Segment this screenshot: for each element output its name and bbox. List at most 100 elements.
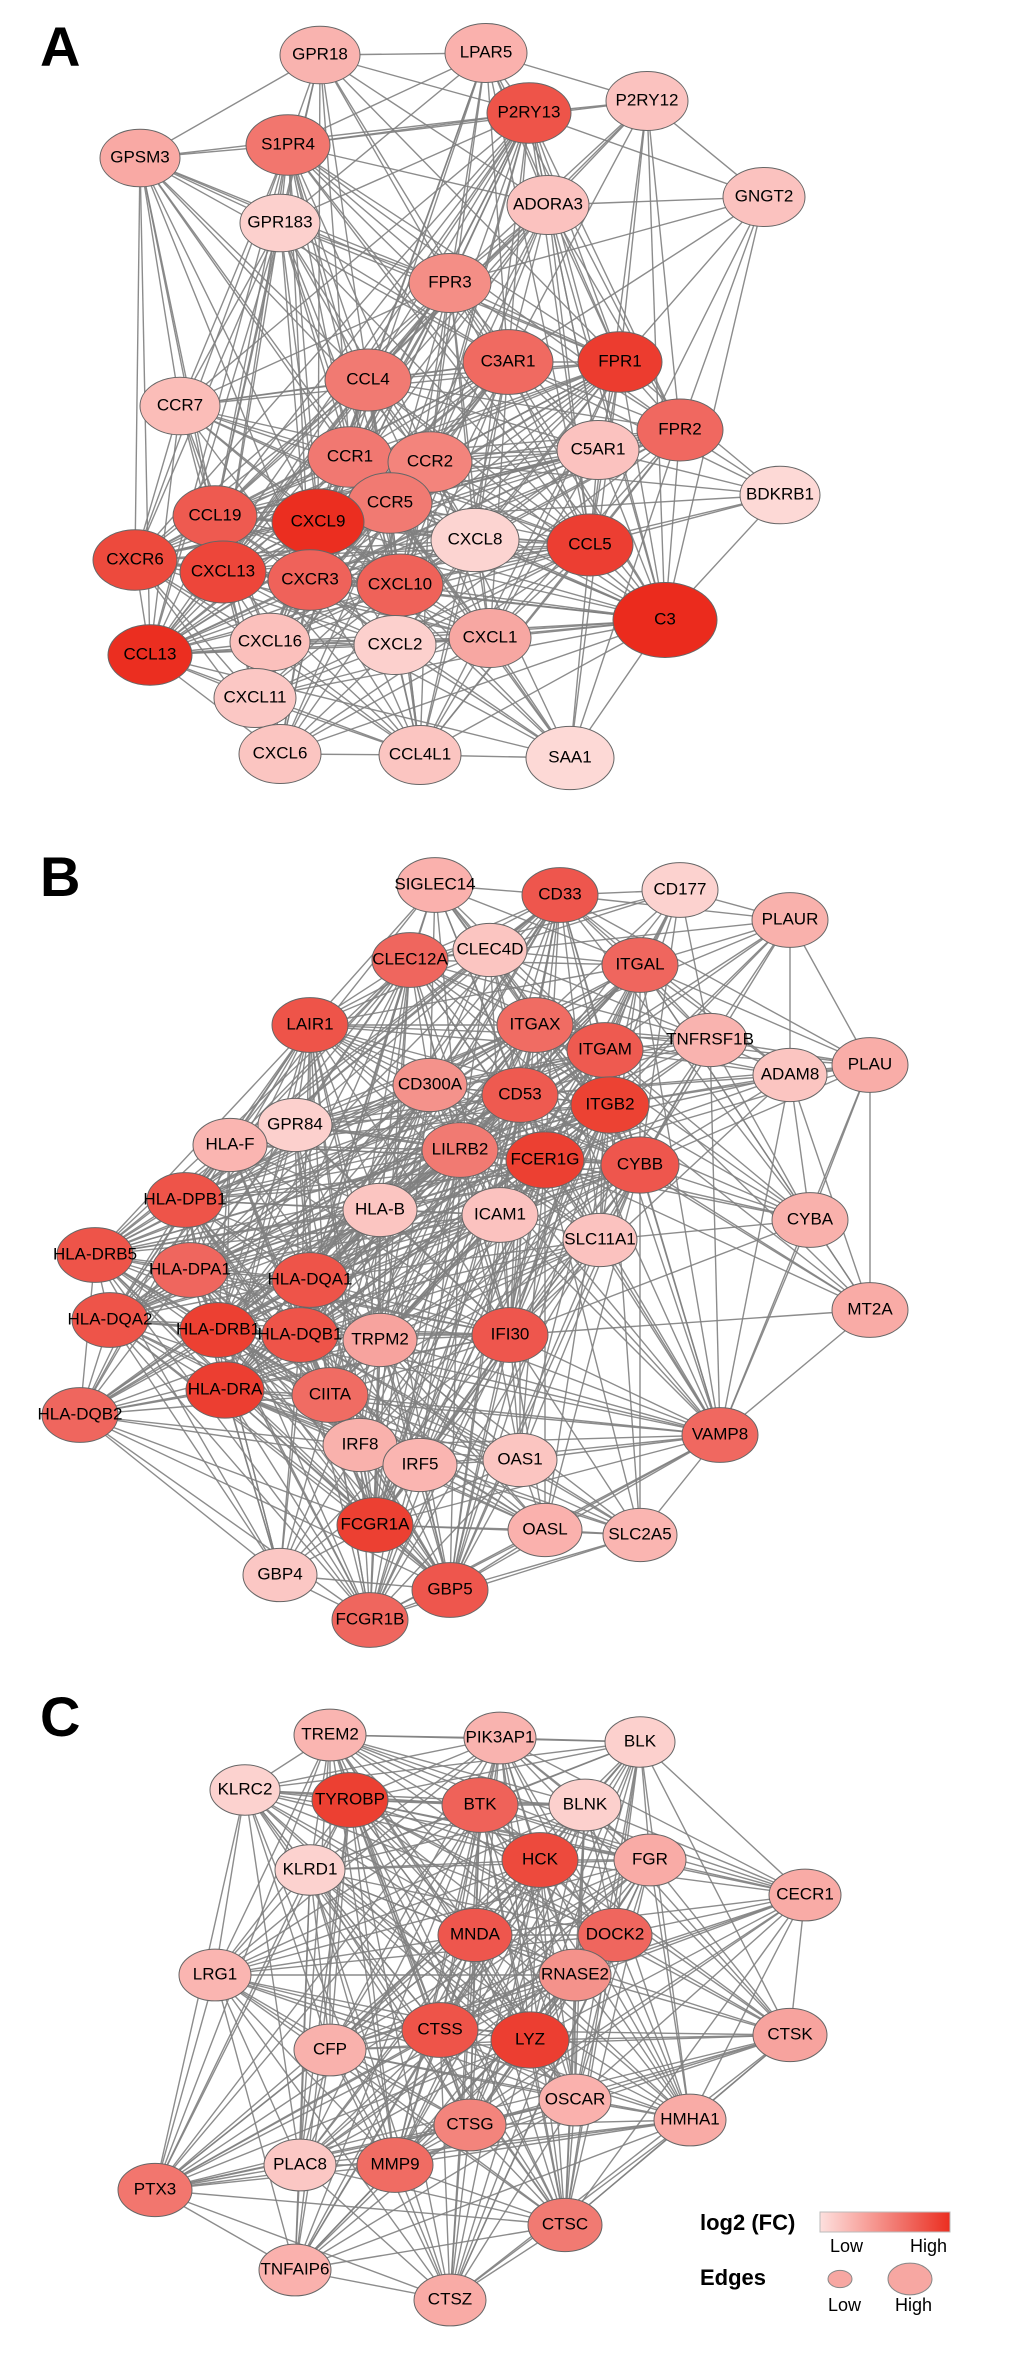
node-CTSC: CTSC: [528, 2198, 602, 2251]
node-label-GPR183: GPR183: [247, 212, 312, 231]
node-label-GBP4: GBP4: [257, 1564, 302, 1583]
node-label-CCL19: CCL19: [189, 505, 242, 524]
node-label-CXCL8: CXCL8: [448, 529, 503, 548]
node-label-CCR2: CCR2: [407, 451, 453, 470]
node-S1PR4: S1PR4: [246, 115, 330, 175]
node-SLC11A1: SLC11A1: [563, 1213, 637, 1266]
node-CTSG: CTSG: [434, 2099, 506, 2151]
node-label-CXCL13: CXCL13: [191, 561, 255, 580]
node-label-BDKRB1: BDKRB1: [746, 484, 814, 503]
node-CYBB: CYBB: [601, 1137, 679, 1193]
node-label-KLRD1: KLRD1: [283, 1859, 338, 1878]
node-LAIR1: LAIR1: [272, 998, 348, 1053]
node-label-CYBB: CYBB: [617, 1154, 663, 1173]
node-CXCL13: CXCL13: [180, 541, 266, 603]
node-label-CXCL11: CXCL11: [224, 687, 287, 706]
node-label-HLA-DPA1: HLA-DPA1: [149, 1259, 231, 1278]
node-label-BLK: BLK: [624, 1731, 657, 1750]
node-TRPM2: TRPM2: [343, 1313, 417, 1366]
node-label-P2RY12: P2RY12: [615, 90, 678, 109]
node-OSCAR: OSCAR: [539, 2074, 611, 2126]
node-label-CIITA: CIITA: [309, 1384, 352, 1403]
node-CXCL10: CXCL10: [357, 554, 443, 616]
node-label-FCGR1A: FCGR1A: [341, 1514, 411, 1533]
node-MMP9: MMP9: [357, 2138, 433, 2193]
node-CYBA: CYBA: [772, 1193, 848, 1248]
node-label-MNDA: MNDA: [450, 1924, 501, 1943]
node-label-LAIR1: LAIR1: [286, 1014, 333, 1033]
legend-node-big: [888, 2263, 932, 2295]
node-TNFAIP6: TNFAIP6: [259, 2244, 331, 2296]
node-C3AR1: C3AR1: [463, 330, 553, 395]
node-label-MT2A: MT2A: [847, 1299, 893, 1318]
node-label-PLAU: PLAU: [848, 1054, 892, 1073]
node-P2RY12: P2RY12: [606, 71, 688, 130]
node-label-CXCL10: CXCL10: [368, 574, 432, 593]
node-PLAC8: PLAC8: [264, 2139, 336, 2191]
node-HLA-DPA1: HLA-DPA1: [149, 1243, 231, 1298]
node-label-HLA-DQB2: HLA-DQB2: [37, 1404, 122, 1423]
node-label-MMP9: MMP9: [370, 2154, 419, 2173]
node-label-CD177: CD177: [654, 879, 707, 898]
node-label-HCK: HCK: [522, 1849, 559, 1868]
node-label-P2RY13: P2RY13: [497, 102, 560, 121]
network-svg: GPR18LPAR5S1PR4P2RY13P2RY12GPSM3GPR183AD…: [0, 0, 1020, 2361]
node-label-DOCK2: DOCK2: [586, 1924, 645, 1943]
node-GPSM3: GPSM3: [100, 129, 180, 187]
node-label-FPR2: FPR2: [658, 419, 701, 438]
node-label-HLA-DRB1: HLA-DRB1: [176, 1319, 260, 1338]
node-label-CTSG: CTSG: [446, 2114, 493, 2133]
node-LRG1: LRG1: [179, 1949, 251, 2001]
node-GPR84: GPR84: [258, 1098, 332, 1151]
node-label-CD300A: CD300A: [398, 1074, 463, 1093]
legend-edges-low: Low: [828, 2295, 862, 2315]
node-label-GNGT2: GNGT2: [735, 186, 794, 205]
node-IFI30: IFI30: [472, 1308, 548, 1363]
node-FPR2: FPR2: [637, 399, 723, 461]
node-C3: C3: [613, 583, 717, 658]
node-IRF5: IRF5: [383, 1438, 457, 1491]
node-KLRD1: KLRD1: [275, 1845, 345, 1895]
node-FCGR1B: FCGR1B: [332, 1593, 408, 1648]
node-label-ITGAM: ITGAM: [578, 1039, 632, 1058]
node-label-TREM2: TREM2: [301, 1724, 359, 1743]
node-label-CCL4L1: CCL4L1: [389, 744, 451, 763]
node-CXCL9: CXCL9: [272, 489, 364, 555]
node-label-TYROBP: TYROBP: [315, 1789, 385, 1808]
node-label-SIGLEC14: SIGLEC14: [394, 874, 475, 893]
node-label-LRG1: LRG1: [193, 1964, 237, 1983]
node-label-PIK3AP1: PIK3AP1: [466, 1727, 535, 1746]
node-label-CFP: CFP: [313, 2039, 347, 2058]
node-label-CTSC: CTSC: [542, 2214, 588, 2233]
node-GPR183: GPR183: [240, 194, 320, 252]
node-label-BTK: BTK: [463, 1794, 497, 1813]
node-label-CXCL6: CXCL6: [253, 743, 308, 762]
node-CLEC12A: CLEC12A: [372, 933, 448, 988]
node-label-CXCL9: CXCL9: [291, 511, 346, 530]
node-FCER1G: FCER1G: [506, 1132, 584, 1188]
node-CECR1: CECR1: [769, 1869, 841, 1921]
node-CXCL16: CXCL16: [230, 613, 310, 671]
node-label-HLA-DRB5: HLA-DRB5: [53, 1244, 137, 1263]
legend-fc-low: Low: [830, 2236, 864, 2256]
node-label-HLA-DPB1: HLA-DPB1: [143, 1189, 226, 1208]
node-label-CTSZ: CTSZ: [428, 2289, 472, 2308]
node-CCL5: CCL5: [547, 514, 633, 576]
node-CD53: CD53: [482, 1068, 558, 1123]
node-PLAU: PLAU: [832, 1038, 908, 1093]
node-CXCR6: CXCR6: [93, 530, 177, 590]
node-CFP: CFP: [294, 2024, 366, 2076]
node-PTX3: PTX3: [118, 2163, 192, 2216]
node-label-CD33: CD33: [538, 884, 581, 903]
node-label-SLC2A5: SLC2A5: [608, 1524, 671, 1543]
node-VAMP8: VAMP8: [682, 1408, 758, 1463]
node-CCL4L1: CCL4L1: [379, 725, 461, 784]
node-label-GBP5: GBP5: [427, 1579, 472, 1598]
legend-fc-gradient: [820, 2212, 950, 2232]
node-CXCL8: CXCL8: [431, 508, 519, 571]
node-label-SLC11A1: SLC11A1: [564, 1229, 636, 1248]
node-FCGR1A: FCGR1A: [337, 1498, 413, 1553]
node-CLEC4D: CLEC4D: [453, 923, 527, 976]
node-SLC2A5: SLC2A5: [603, 1508, 677, 1561]
node-FPR1: FPR1: [578, 332, 662, 392]
